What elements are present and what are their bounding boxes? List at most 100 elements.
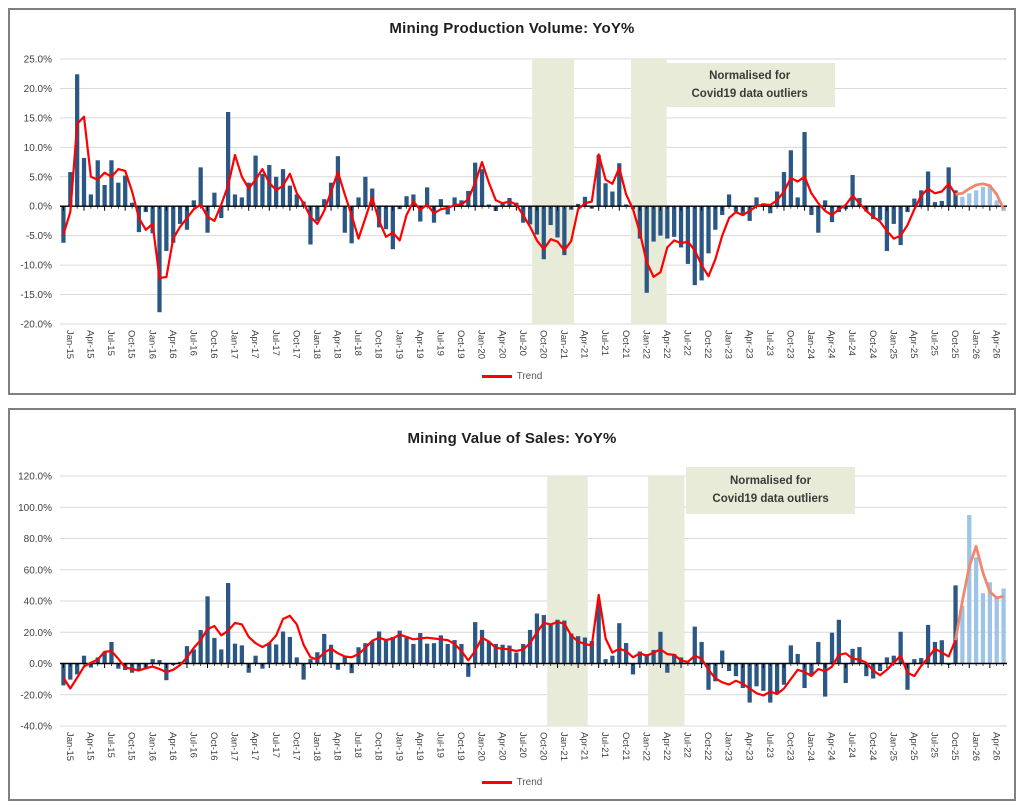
gridlines [60, 475, 1007, 727]
trend-line [62, 593, 957, 697]
svg-text:Apr-15: Apr-15 [85, 732, 96, 761]
svg-text:Jan-21: Jan-21 [558, 330, 569, 359]
svg-text:-40.0%: -40.0% [20, 722, 52, 733]
svg-text:Jul-24: Jul-24 [846, 330, 857, 356]
x-axis [60, 205, 1007, 211]
annotation-line-1: Normalised for [729, 475, 812, 488]
svg-text:Jul-22: Jul-22 [682, 732, 693, 758]
svg-text:Oct-20: Oct-20 [537, 330, 548, 359]
svg-text:-10.0%: -10.0% [20, 261, 52, 272]
svg-text:-20.0%: -20.0% [20, 690, 52, 701]
svg-text:Apr-20: Apr-20 [496, 732, 507, 761]
svg-text:Jan-22: Jan-22 [640, 330, 651, 359]
svg-text:Oct-24: Oct-24 [867, 732, 878, 761]
svg-text:Jul-20: Jul-20 [517, 330, 528, 356]
svg-text:40.0%: 40.0% [24, 597, 52, 608]
svg-text:Jan-26: Jan-26 [970, 732, 981, 761]
svg-text:Jan-25: Jan-25 [887, 330, 898, 359]
svg-text:Apr-26: Apr-26 [990, 330, 1001, 359]
svg-text:Jul-21: Jul-21 [599, 732, 610, 758]
chart-panel-production: Mining Production Volume: YoY% 25.0% 20.0… [8, 8, 1016, 395]
svg-text:Oct-16: Oct-16 [208, 732, 219, 761]
svg-text:Jul-24: Jul-24 [846, 732, 857, 758]
svg-text:Jan-17: Jan-17 [229, 732, 240, 761]
y-axis-labels: 25.0% 20.0% 15.0% 10.0% 5.0% 0.0% -5.0% -10.0% -… [20, 55, 52, 331]
svg-text:Oct-18: Oct-18 [373, 732, 384, 761]
svg-text:Oct-21: Oct-21 [620, 330, 631, 359]
svg-text:Jan-25: Jan-25 [887, 732, 898, 761]
svg-text:0.0%: 0.0% [29, 659, 52, 670]
svg-text:Apr-21: Apr-21 [579, 330, 590, 359]
svg-text:Jan-20: Jan-20 [476, 330, 487, 359]
svg-text:-20.0%: -20.0% [20, 320, 52, 331]
x-axis-labels: Jan-15 Apr-15 Jul-15 Oct-15 Jan-16 Apr-16 Jul-… [64, 330, 1001, 359]
annotation-line-2: Covid19 data outliers [712, 493, 829, 506]
svg-text:0.0%: 0.0% [29, 202, 52, 213]
svg-text:Jul-25: Jul-25 [929, 330, 940, 356]
svg-text:Apr-16: Apr-16 [167, 732, 178, 761]
svg-text:80.0%: 80.0% [24, 534, 52, 545]
svg-text:Jul-23: Jul-23 [764, 330, 775, 356]
svg-text:Oct-25: Oct-25 [949, 330, 960, 359]
svg-text:Apr-23: Apr-23 [743, 732, 754, 761]
svg-text:100.0%: 100.0% [18, 503, 52, 514]
covid-annotation-production: Normalised for Covid19 data outliers [663, 62, 836, 108]
svg-text:Jan-17: Jan-17 [229, 330, 240, 359]
svg-text:Apr-19: Apr-19 [414, 732, 425, 761]
svg-text:120.0%: 120.0% [18, 472, 52, 483]
svg-text:15.0%: 15.0% [24, 113, 52, 124]
trend-line [62, 115, 957, 280]
production-chart-plot: 25.0% 20.0% 15.0% 10.0% 5.0% 0.0% -5.0% -10.0% -… [20, 55, 1007, 359]
svg-text:Jul-19: Jul-19 [434, 732, 445, 758]
svg-text:Oct-15: Oct-15 [126, 330, 137, 359]
chart-title-production: Mining Production Volume: YoY% [389, 20, 635, 37]
svg-text:Oct-24: Oct-24 [867, 330, 878, 359]
svg-text:Apr-18: Apr-18 [332, 732, 343, 761]
svg-text:25.0%: 25.0% [24, 55, 52, 66]
svg-text:Oct-22: Oct-22 [702, 732, 713, 761]
svg-text:Jan-15: Jan-15 [64, 330, 75, 359]
svg-text:Jan-22: Jan-22 [640, 732, 651, 761]
legend-label: Trend [516, 777, 543, 788]
svg-text:Apr-17: Apr-17 [249, 330, 260, 359]
svg-text:Jan-15: Jan-15 [64, 732, 75, 761]
chart-title-sales: Mining Value of Sales: YoY% [407, 430, 617, 447]
svg-text:Jan-19: Jan-19 [393, 732, 404, 761]
svg-text:Oct-19: Oct-19 [455, 732, 466, 761]
svg-text:Oct-18: Oct-18 [373, 330, 384, 359]
svg-text:Oct-21: Oct-21 [620, 732, 631, 761]
svg-text:5.0%: 5.0% [29, 172, 52, 183]
svg-text:Jul-21: Jul-21 [599, 330, 610, 356]
svg-text:Jul-20: Jul-20 [517, 732, 528, 758]
svg-text:Jul-15: Jul-15 [105, 330, 116, 356]
trend-line-swatch [481, 375, 512, 378]
svg-text:Oct-16: Oct-16 [208, 330, 219, 359]
svg-text:Jul-25: Jul-25 [929, 732, 940, 758]
legend-label: Trend [516, 371, 543, 382]
annotation-line-1: Normalised for [709, 69, 791, 82]
svg-text:Jul-19: Jul-19 [434, 330, 445, 356]
covid-annotation-sales: Normalised for Covid19 data outliers [685, 466, 856, 514]
trend-line-forecast [955, 182, 1005, 210]
svg-text:Oct-20: Oct-20 [537, 732, 548, 761]
svg-text:Apr-25: Apr-25 [908, 330, 919, 359]
svg-text:Apr-22: Apr-22 [661, 330, 672, 359]
svg-text:Apr-20: Apr-20 [496, 330, 507, 359]
svg-text:Apr-24: Apr-24 [826, 330, 837, 359]
svg-text:Jul-22: Jul-22 [682, 330, 693, 356]
trend-line-forecast [954, 544, 1004, 641]
svg-text:Jan-16: Jan-16 [146, 732, 157, 761]
svg-text:Apr-17: Apr-17 [249, 732, 260, 761]
svg-text:20.0%: 20.0% [24, 628, 52, 639]
svg-text:Jan-19: Jan-19 [393, 330, 404, 359]
annotation-line-2: Covid19 data outliers [691, 87, 808, 100]
svg-text:Jan-24: Jan-24 [805, 732, 816, 761]
trend-line-swatch [481, 781, 512, 784]
svg-text:Jan-21: Jan-21 [558, 732, 569, 761]
svg-text:Oct-15: Oct-15 [126, 732, 137, 761]
covid-bands [547, 476, 685, 726]
svg-text:Apr-22: Apr-22 [661, 732, 672, 761]
svg-text:Jan-23: Jan-23 [723, 330, 734, 359]
svg-text:-15.0%: -15.0% [20, 290, 52, 301]
svg-text:Jul-16: Jul-16 [187, 330, 198, 356]
